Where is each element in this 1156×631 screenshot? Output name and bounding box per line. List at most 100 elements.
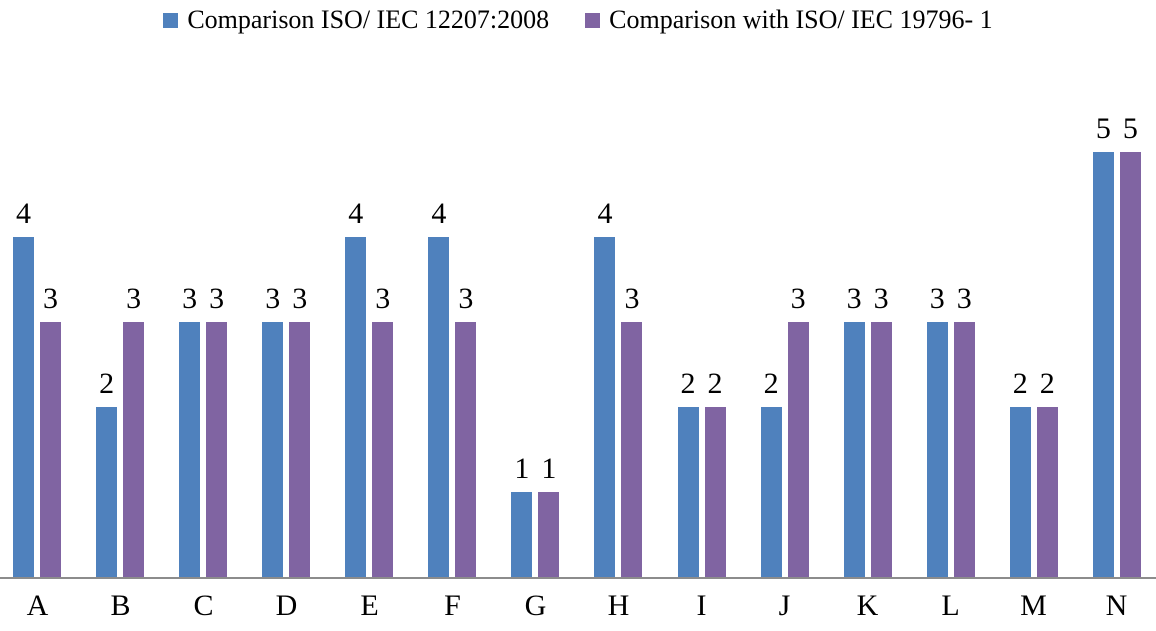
- bar-value-label: 3: [182, 282, 198, 315]
- bar-column: 1: [511, 452, 533, 577]
- legend-label-series2: Comparison with ISO/ IEC 19796- 1: [609, 5, 993, 34]
- bar: [538, 492, 560, 577]
- legend: Comparison ISO/ IEC 12207:2008 Compariso…: [0, 7, 1156, 33]
- bar-column: 3: [123, 282, 145, 577]
- bar-value-label: 2: [1012, 367, 1028, 400]
- x-axis-label: H: [607, 589, 630, 622]
- legend-swatch-series2: [585, 12, 601, 28]
- x-axis-label: D: [275, 589, 298, 622]
- bar-column: 5: [1092, 114, 1114, 577]
- legend-item: Comparison ISO/ IEC 12207:2008: [163, 7, 549, 33]
- bar-column: 3: [40, 284, 61, 577]
- bar-value-label: 4: [597, 197, 613, 230]
- x-axis-label: G: [524, 589, 547, 622]
- bar-value-label: 3: [790, 282, 806, 315]
- bar-column: 2: [760, 367, 782, 577]
- x-axis-label: J: [778, 589, 791, 622]
- x-axis-labels: A B C D E F G H I J K L M N: [13, 591, 1141, 621]
- bar-column: 1: [538, 452, 560, 577]
- x-axis-label: K: [856, 589, 879, 622]
- bar: [511, 492, 533, 577]
- bar: [704, 407, 726, 577]
- bar-column: 3: [843, 282, 865, 577]
- bar-column: 3: [926, 282, 948, 577]
- bar: [621, 322, 643, 577]
- x-axis-label: L: [941, 589, 960, 622]
- x-axis-label: B: [110, 589, 131, 622]
- x-axis-label: M: [1020, 589, 1047, 622]
- bar: [428, 237, 450, 577]
- bar: [123, 322, 145, 577]
- bar-column: 3: [870, 284, 892, 577]
- bar: [206, 322, 228, 577]
- bar-column: 4: [13, 199, 34, 577]
- bar-value-label: 3: [375, 282, 391, 315]
- bar: [1092, 152, 1114, 577]
- bar: [787, 322, 809, 577]
- x-axis-label: E: [360, 589, 379, 622]
- bar-value-label: 3: [126, 282, 142, 315]
- bar-value-label: 2: [763, 367, 779, 400]
- bar-value-label: 4: [431, 197, 447, 230]
- bar-column: 3: [455, 282, 477, 577]
- bar-column: 3: [372, 282, 394, 577]
- bar: [13, 237, 34, 577]
- bar: [594, 237, 616, 577]
- bar: [262, 322, 284, 577]
- bar: [1119, 152, 1141, 577]
- legend-label-series1: Comparison ISO/ IEC 12207:2008: [187, 5, 550, 34]
- bar-column: 3: [787, 282, 809, 577]
- bar-value-label: 1: [514, 452, 530, 485]
- bar: [760, 407, 782, 577]
- bar-value-label: 4: [16, 197, 31, 230]
- bar-value-label: 1: [541, 452, 557, 485]
- bar-value-label: 3: [846, 282, 862, 315]
- bar: [372, 322, 394, 577]
- bar-column: 3: [289, 284, 311, 577]
- bar: [96, 407, 118, 577]
- legend-item: Comparison with ISO/ IEC 19796- 1: [585, 7, 993, 33]
- bar-column: 2: [704, 367, 726, 577]
- bar: [1009, 407, 1031, 577]
- bar: [953, 322, 975, 577]
- bar-column: 3: [206, 284, 228, 577]
- bar-column: 2: [96, 367, 118, 577]
- x-axis-label: C: [193, 589, 214, 622]
- bar: [40, 322, 61, 577]
- bar-column: 4: [345, 199, 367, 577]
- bar-column: 3: [621, 282, 643, 577]
- bar-value-label: 3: [265, 282, 281, 315]
- bar-column: 4: [428, 197, 450, 577]
- bar: [345, 237, 367, 577]
- bar-value-label: 3: [458, 282, 474, 315]
- bar-value-label: 3: [929, 282, 945, 315]
- bar-column: 3: [953, 284, 975, 577]
- bar: [455, 322, 477, 577]
- bar-value-label: 3: [624, 282, 640, 315]
- bar-value-label: 2: [707, 367, 723, 400]
- x-axis-label: N: [1105, 589, 1128, 622]
- bar-value-label: 2: [1039, 367, 1055, 400]
- bar-value-label: 2: [99, 367, 115, 400]
- x-axis-line: [0, 577, 1156, 579]
- bar-column: 4: [594, 197, 616, 577]
- bar-column: 3: [179, 282, 201, 577]
- bar-column: 3: [262, 282, 284, 577]
- x-axis-label: I: [696, 589, 707, 622]
- bar: [870, 322, 892, 577]
